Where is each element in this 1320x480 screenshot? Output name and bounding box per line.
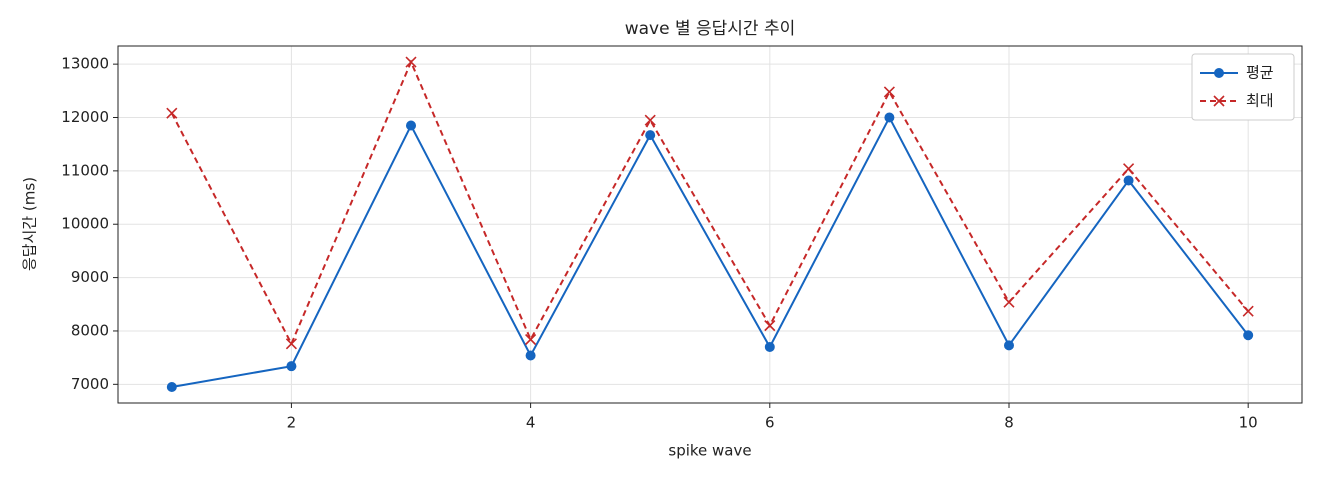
legend-box (1191, 53, 1295, 121)
marker (166, 381, 177, 392)
marker (1214, 68, 1224, 78)
marker (525, 350, 536, 361)
x-tick-label: 10 (1239, 414, 1258, 432)
marker (1213, 95, 1225, 107)
legend-label: 평균 (1246, 64, 1274, 82)
series-line (171, 115, 1249, 388)
marker (1003, 296, 1015, 308)
marker (764, 320, 776, 332)
chart-title: wave 별 응답시간 추이 (625, 19, 796, 39)
y-tick-label: 13000 (61, 55, 109, 73)
marker (644, 114, 656, 126)
plot-frame (117, 45, 1303, 404)
legend-label: 최대 (1246, 92, 1274, 110)
y-tick-label: 7000 (71, 375, 109, 393)
marker (1123, 163, 1135, 175)
y-tick-label: 9000 (71, 268, 109, 286)
marker (1003, 340, 1014, 351)
marker (1243, 330, 1254, 341)
y-tick-label: 12000 (61, 108, 109, 126)
marker (764, 341, 775, 352)
marker (883, 86, 895, 98)
y-axis-label: 응답시간 (ms) (21, 177, 39, 271)
x-tick-label: 2 (287, 414, 297, 432)
marker (645, 130, 656, 141)
marker (525, 333, 537, 346)
marker (1242, 305, 1254, 317)
x-tick-label: 8 (1004, 414, 1014, 432)
x-tick-label: 6 (765, 414, 775, 432)
x-axis-label: spike wave (668, 442, 751, 460)
y-tick-label: 11000 (61, 161, 109, 179)
series-line (170, 59, 1249, 347)
y-tick-label: 10000 (61, 215, 109, 233)
y-tick-label: 8000 (71, 321, 109, 339)
marker (406, 120, 417, 131)
marker (1123, 175, 1134, 186)
marker (405, 56, 417, 68)
marker (286, 361, 297, 372)
marker (166, 107, 178, 119)
marker (884, 112, 895, 123)
x-tick-label: 4 (526, 414, 536, 432)
marker (285, 338, 297, 350)
